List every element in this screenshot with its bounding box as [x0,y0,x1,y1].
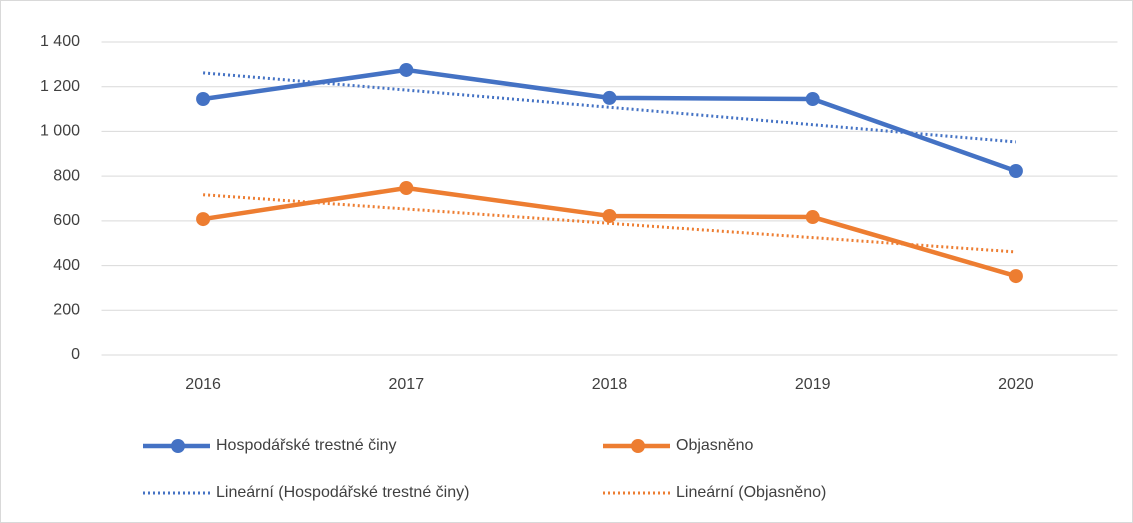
legend-marker [631,439,645,453]
x-tick-label: 2020 [998,376,1034,393]
x-tick-label: 2019 [795,376,831,393]
y-tick-label: 600 [53,212,80,229]
legend-label: Lineární (Hospodářské trestné činy) [216,484,469,501]
legend-label: Lineární (Objasněno) [676,484,826,501]
legend-label: Hospodářské trestné činy [216,437,397,454]
marker [196,212,211,227]
marker [196,92,211,107]
legend-marker [171,439,185,453]
marker [805,92,820,107]
marker [602,208,617,223]
marker [1008,269,1023,284]
x-tick-label: 2016 [185,376,221,393]
y-tick-label: 1 400 [40,33,80,50]
trend-line [202,193,1017,254]
y-tick-label: 1 000 [40,123,80,140]
marker [399,62,414,77]
y-tick-label: 1 200 [40,78,80,95]
x-tick-label: 2018 [592,376,628,393]
y-tick-label: 0 [71,346,80,363]
marker [602,90,617,105]
x-tick-label: 2017 [389,376,425,393]
y-tick-label: 800 [53,167,80,184]
marker [1008,164,1023,179]
marker [399,180,414,195]
y-tick-label: 400 [53,257,80,274]
trend-line [202,71,1017,144]
marker [805,210,820,225]
legend-label: Objasněno [676,437,753,454]
y-tick-label: 200 [53,302,80,319]
